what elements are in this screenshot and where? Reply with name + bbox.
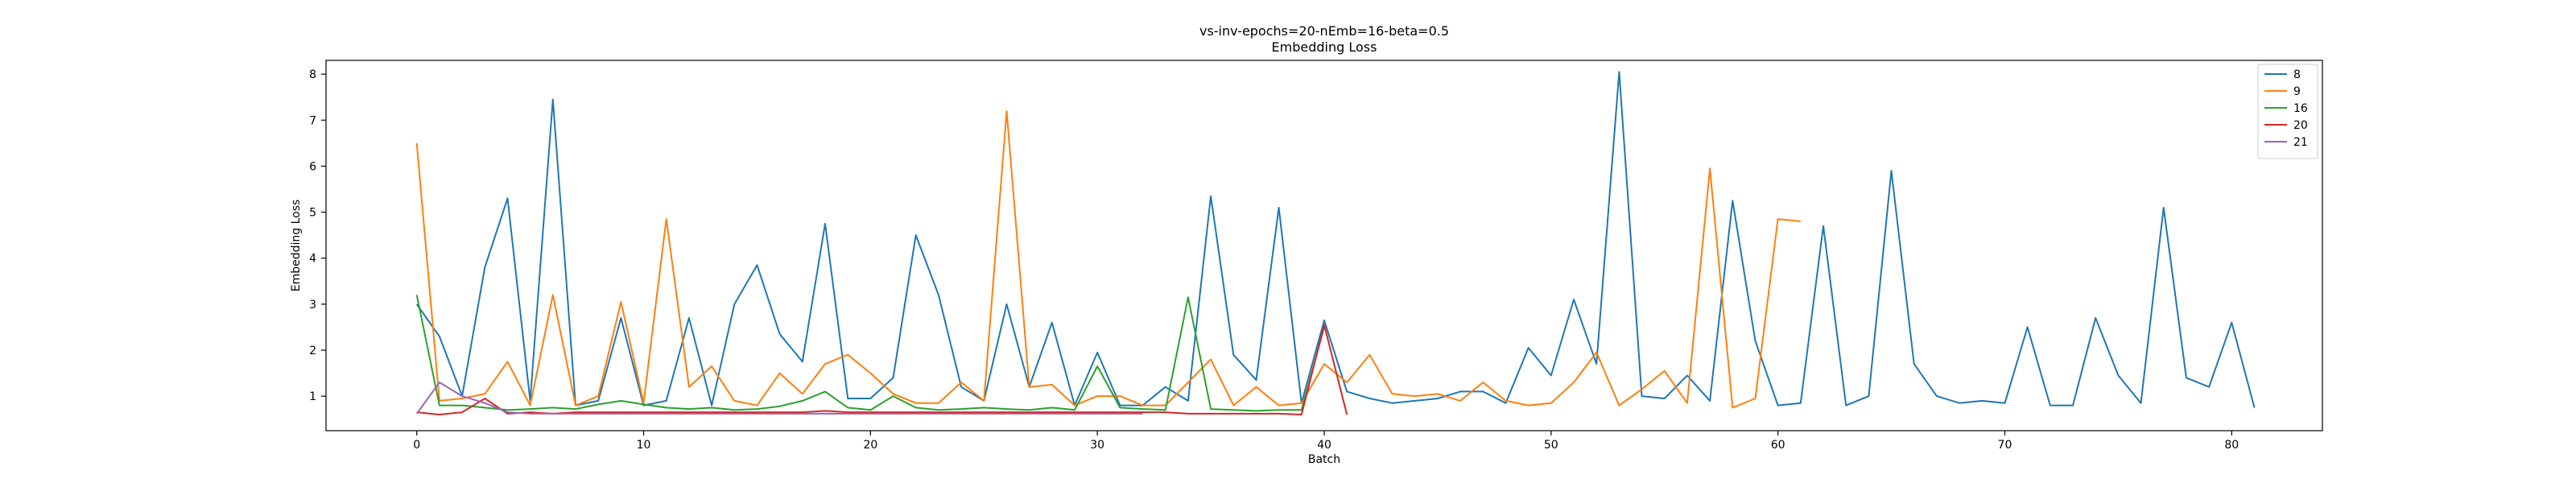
x-axis: 0 10 20 30 40 50 60 70 80 [413, 431, 2239, 452]
y-tick-label: 6 [309, 160, 316, 173]
x-tick-label: 10 [637, 439, 651, 452]
y-tick-label: 8 [309, 68, 316, 81]
legend-box [2257, 64, 2318, 159]
x-tick-label: 60 [1771, 439, 1785, 452]
series-line-21 [415, 382, 1143, 415]
y-tick-label: 5 [309, 207, 316, 220]
x-tick-label: 50 [1544, 439, 1558, 452]
legend-label-9: 9 [2293, 85, 2301, 98]
y-tick-label: 3 [309, 299, 316, 312]
x-tick-label: 70 [1998, 439, 2013, 452]
legend-label-21: 21 [2293, 136, 2308, 149]
series-line-20 [416, 324, 1348, 415]
y-tick-label: 7 [309, 114, 316, 127]
x-tick-label: 30 [1090, 439, 1104, 452]
chart-title: vs-inv-epochs=20-nEmb=16-beta=0.5 [1199, 23, 1449, 39]
series-line-16 [415, 295, 1325, 412]
legend-label-20: 20 [2293, 119, 2308, 132]
x-tick-label: 20 [863, 439, 877, 452]
x-tick-label: 80 [2224, 439, 2239, 452]
y-tick-label: 4 [309, 253, 316, 266]
y-axis-label: Embedding Loss [290, 200, 303, 292]
legend: 8 9 16 20 21 [2257, 64, 2318, 159]
legend-label-16: 16 [2293, 102, 2308, 115]
y-tick-label: 2 [309, 345, 316, 357]
x-axis-label: Batch [1308, 453, 1340, 466]
x-tick-label: 40 [1317, 439, 1331, 452]
series-line-9 [415, 109, 1801, 409]
y-axis: 1 2 3 4 5 6 7 8 [309, 68, 326, 403]
series-line-8 [415, 71, 2256, 408]
series-lines [415, 71, 2256, 415]
chart-subtitle: Embedding Loss [1272, 39, 1377, 55]
legend-label-8: 8 [2293, 68, 2301, 81]
plot-area-frame [325, 60, 2323, 431]
x-tick-label: 0 [413, 439, 420, 452]
y-tick-label: 1 [309, 390, 316, 403]
